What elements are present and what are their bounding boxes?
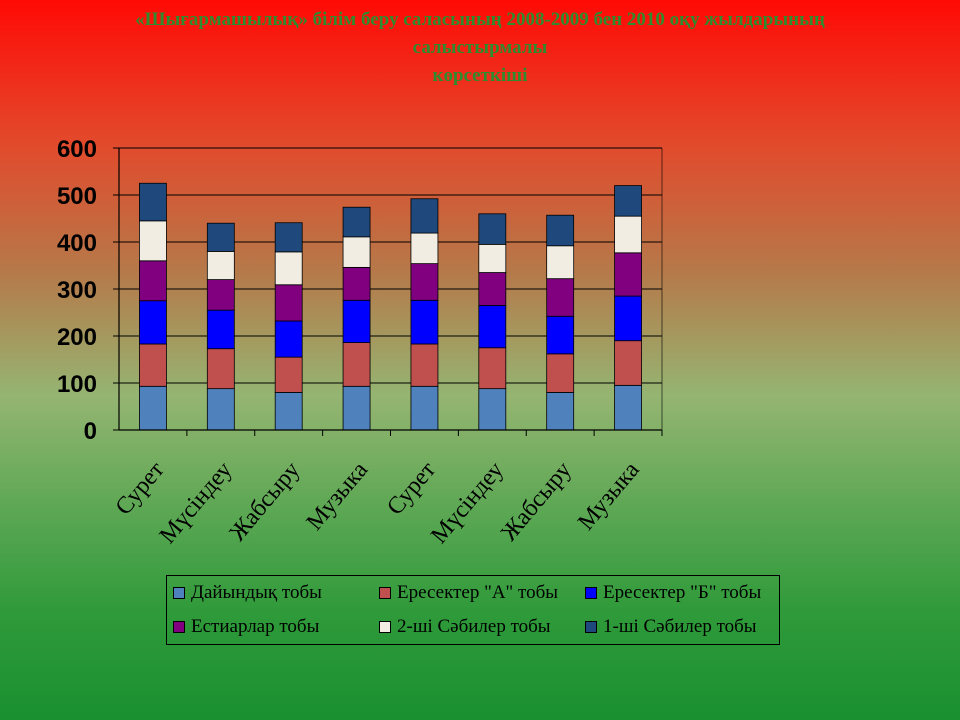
bar-segment — [274, 284, 303, 322]
legend-swatch — [379, 621, 391, 633]
bar-segment — [478, 388, 507, 431]
bar-segment — [410, 232, 439, 265]
bar-segment — [614, 252, 642, 297]
bar-segment — [342, 299, 371, 343]
chart-title-line-2: салыстырмалы — [412, 37, 548, 58]
bar-segment — [410, 343, 439, 387]
legend-label: Ересектер "Б" тобы — [603, 582, 762, 603]
y-tick-label: 500 — [57, 183, 97, 210]
chart-title-line-3: көрсеткіші — [432, 65, 528, 86]
bar-segment — [139, 343, 167, 387]
bar-segment — [478, 347, 507, 390]
bar-segment — [342, 266, 371, 301]
chart-title-line-1: «Шығармашылық» білім беру саласының 2008… — [135, 9, 825, 30]
bar-segment — [546, 245, 575, 280]
x-tick-label: Жабсыру — [225, 457, 305, 546]
bar-segment — [546, 391, 575, 431]
bar-segment — [206, 309, 235, 350]
y-tick-label: 400 — [57, 230, 97, 257]
legend-label: 1-ші Сәбилер тобы — [603, 616, 757, 637]
legend-label: Дайындық тобы — [191, 582, 322, 603]
legend-swatch — [585, 621, 597, 633]
bar-segment — [614, 215, 642, 254]
legend-item: Дайындық тобы — [173, 576, 379, 610]
legend-item: Естиарлар тобы — [173, 610, 379, 644]
x-tick-label: Музыка — [302, 457, 374, 535]
legend-swatch — [585, 587, 597, 599]
y-tick-label: 300 — [57, 277, 97, 304]
bar-segment — [139, 260, 167, 302]
bar-segment — [546, 214, 575, 247]
bar-segment — [546, 278, 575, 317]
y-tick-label: 200 — [57, 324, 97, 351]
bar-segment — [206, 250, 235, 280]
bar-segment — [274, 391, 303, 431]
legend-item: 2-ші Сәбилер тобы — [379, 610, 585, 644]
bar-segment — [478, 305, 507, 349]
bar-segment — [139, 220, 167, 262]
chart-legend: Дайындық тобы Ересектер "А" тобы Ересект… — [166, 575, 780, 645]
bar-segment — [342, 206, 371, 238]
bar-segment — [410, 263, 439, 301]
bar-segment — [478, 272, 507, 306]
bar-segment — [410, 198, 439, 234]
bar-stacks — [139, 182, 642, 431]
x-tick-label: Сурет — [382, 457, 441, 520]
bar-segment — [274, 251, 303, 286]
bar-segment — [139, 182, 167, 222]
bar-segment — [614, 384, 642, 431]
bar-segment — [546, 315, 575, 355]
legend-label: 2-ші Сәбилер тобы — [397, 616, 551, 637]
x-tick-label: Мүсіндеу — [155, 457, 238, 549]
x-tick-label: Музыка — [573, 457, 645, 535]
bar-segment — [546, 353, 575, 393]
legend-label: Естиарлар тобы — [191, 616, 320, 637]
legend-swatch — [379, 587, 391, 599]
bar-segment — [139, 300, 167, 345]
legend-item: Ересектер "Б" тобы — [585, 576, 781, 610]
y-axis-ticks: 0 100 200 300 400 500 600 — [57, 136, 119, 445]
bar-segment — [410, 385, 439, 431]
bar-segment — [342, 342, 371, 387]
bar-segment — [206, 222, 235, 252]
bar-segment — [410, 299, 439, 345]
bar-segment — [342, 385, 371, 431]
x-tick-label: Жабсыру — [496, 457, 576, 546]
x-tick-label: Мүсіндеу — [426, 457, 509, 549]
bar-segment — [614, 340, 642, 386]
bar-segment — [478, 213, 507, 245]
bar-segment — [274, 356, 303, 393]
legend-item: 1-ші Сәбилер тобы — [585, 610, 781, 644]
bar-segment — [478, 243, 507, 273]
y-tick-label: 100 — [57, 371, 97, 398]
bar-segment — [342, 236, 371, 268]
y-tick-label: 600 — [57, 136, 97, 163]
gridlines — [119, 147, 662, 384]
legend-swatch — [173, 587, 185, 599]
bar-segment — [139, 385, 167, 431]
legend-label: Ересектер "А" тобы — [397, 582, 559, 603]
chart-title: «Шығармашылық» білім беру саласының 2008… — [0, 6, 960, 90]
bar-segment — [206, 279, 235, 311]
bar-segment — [206, 388, 235, 431]
bar-segment — [614, 295, 642, 342]
y-tick-label: 0 — [84, 418, 97, 445]
bar-segment — [614, 185, 642, 217]
bar-segment — [274, 222, 303, 253]
legend-swatch — [173, 621, 185, 633]
bar-segment — [274, 320, 303, 358]
legend-item: Ересектер "А" тобы — [379, 576, 585, 610]
x-tick-label: Сурет — [111, 457, 170, 520]
bar-segment — [206, 348, 235, 390]
